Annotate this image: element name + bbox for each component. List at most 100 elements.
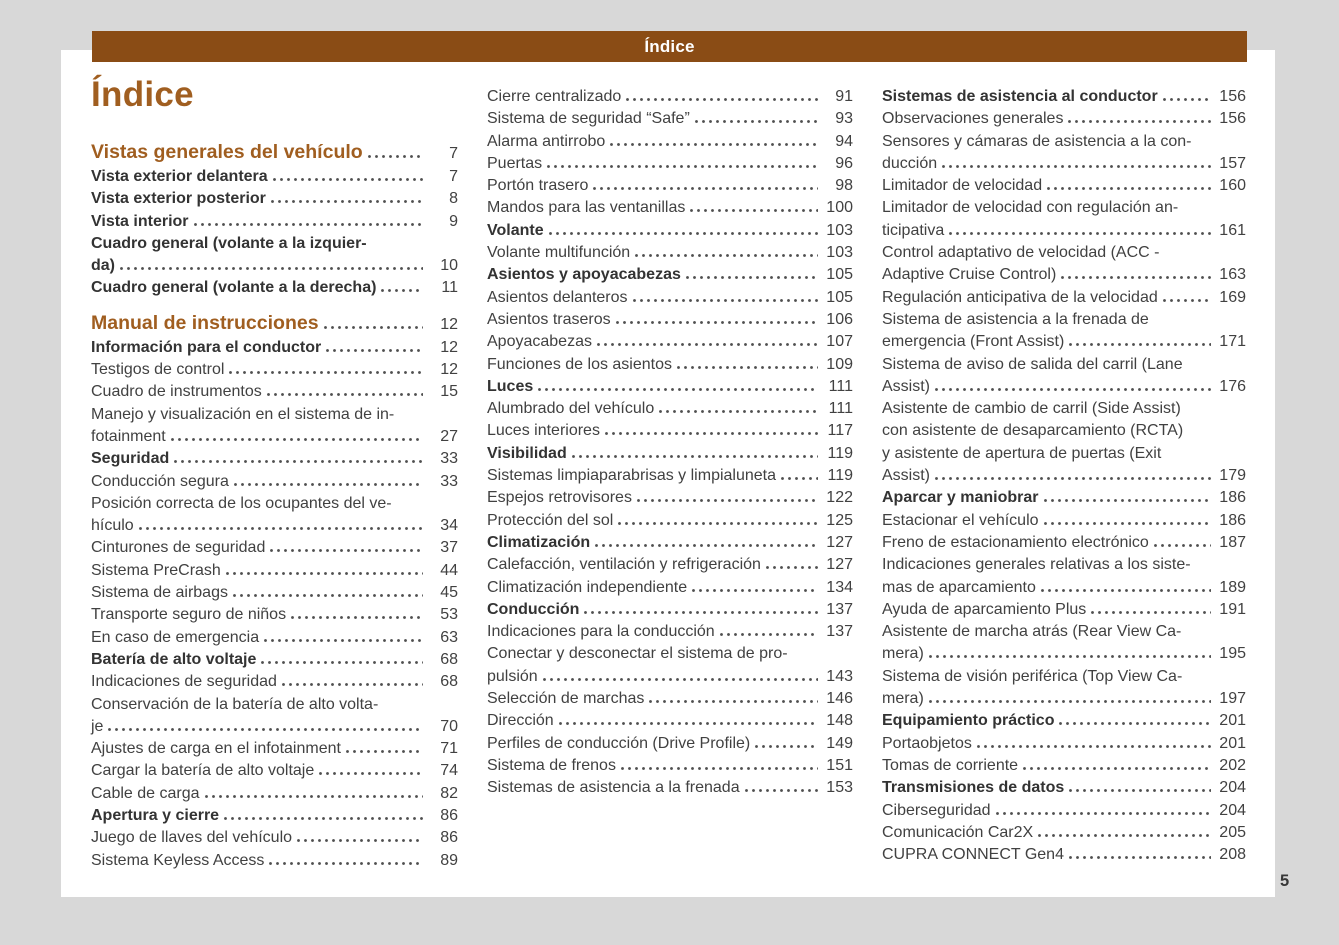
toc-entry-lastline: Freno de estacionamiento electrónico 187 [882, 532, 1246, 554]
toc-entry-label: Ciberseguridad [882, 801, 991, 819]
dot-leader [1061, 276, 1211, 280]
toc-entry-line: Sistema de asistencia a la frenada de [882, 310, 1149, 328]
toc-entry-page-number: 7 [449, 145, 458, 162]
toc-entry-label: mera) [882, 690, 924, 708]
toc-entry-label: Indicaciones para la conducción [487, 623, 715, 641]
toc-entry-page-number: 7 [449, 168, 458, 185]
dot-leader [571, 454, 818, 458]
dot-leader [225, 571, 423, 575]
toc-entry: Posición correcta de los ocupantes del v… [91, 493, 458, 538]
toc-entry-label: Regulación anticipativa de la velocidad [882, 288, 1158, 306]
toc-entry-page-number: 70 [440, 717, 458, 735]
toc-entry-lastline: Cable de carga 82 [91, 783, 458, 805]
toc-entry-lastline: Asientos delanteros 105 [487, 287, 853, 309]
toc-entry-page-number: 10 [440, 257, 458, 275]
toc-entry-lastline: Asientos y apoyacabezas 105 [487, 264, 853, 286]
toc-entry-page-number: 11 [441, 279, 458, 297]
toc-entry: Cierre centralizado 91 [487, 86, 853, 108]
toc-entry: Perfiles de conducción (Drive Profile) 14… [487, 733, 853, 755]
toc-entry-page-number: 143 [826, 667, 853, 685]
dot-leader [1162, 298, 1211, 302]
toc-entry: Observaciones generales 156 [882, 108, 1246, 130]
toc-entry-lastline: Cuadro general (volante a la derecha) 11 [91, 277, 458, 299]
toc-entry-lastline: Seguridad 33 [91, 448, 458, 470]
toc-entry-page-number: 187 [1219, 533, 1246, 551]
toc-entry-page-number: 12 [440, 315, 458, 333]
toc-entry-label: Vista interior [91, 212, 189, 230]
dot-leader [610, 142, 818, 146]
toc-entry: Comunicación Car2X 205 [882, 822, 1246, 844]
toc-entry: Sistema de airbags 45 [91, 582, 458, 604]
dot-leader [272, 178, 423, 181]
toc-entry-lastline: Mandos para las ventanillas 100 [487, 197, 853, 219]
toc-entry-page-number: 186 [1219, 511, 1246, 529]
toc-entry-label: pulsión [487, 667, 538, 685]
toc-entry-page-number: 176 [1219, 377, 1246, 395]
toc-entry-lastline: Indicaciones de seguridad 68 [91, 671, 458, 693]
toc-entry-page-number: 44 [440, 561, 458, 579]
toc-entry-page-number: 201 [1219, 712, 1246, 730]
toc-entry-label: Cierre centralizado [487, 88, 622, 105]
toc-entry-lastline: emergencia (Front Assist) 171 [882, 331, 1246, 353]
toc-entry-lastline: Transporte seguro de niños 53 [91, 604, 458, 626]
toc-section-heading: Manual de instrucciones 12 [91, 311, 458, 337]
toc-entry: Transmisiones de datos 204 [882, 777, 1246, 799]
toc-entry-lastline: Alarma antirrobo 94 [487, 131, 853, 153]
dot-leader [538, 387, 818, 391]
toc-entry-label: Ayuda de aparcamiento Plus [882, 600, 1087, 618]
toc-entry-page-number: 103 [826, 244, 853, 262]
toc-entry-label: Portón trasero [487, 177, 589, 195]
toc-entry: Conectar y desconectar el sistema de pro… [487, 643, 853, 688]
toc-entry-lastline: Luces interiores 117 [487, 420, 853, 442]
toc-entry-lastline: Equipamiento práctico 201 [882, 710, 1246, 732]
toc-entry-label: Puertas [487, 154, 543, 172]
toc-entry-label: Testigos de control [91, 361, 225, 379]
toc-entry-label: Espejos retrovisores [487, 489, 632, 507]
toc-entry: Cuadro de instrumentos 15 [91, 381, 458, 403]
toc-entry-label: CUPRA CONNECT Gen4 [882, 846, 1064, 864]
toc-entry-line: Asistente de cambio de carril (Side Assi… [882, 400, 1181, 418]
toc-entry-line: Sistema de aviso de salida del carril (L… [882, 355, 1183, 373]
toc-entry-label: Assist) [882, 467, 930, 485]
toc-entry-page-number: 157 [1219, 154, 1246, 172]
dot-leader [995, 811, 1211, 815]
toc-entry: Cable de carga 82 [91, 783, 458, 805]
dot-leader [269, 861, 423, 865]
toc-entry-lastline: Adaptive Cruise Control) 163 [882, 264, 1246, 286]
toc-entry: Sistemas de asistencia al conductor 156 [882, 86, 1246, 108]
dot-leader [677, 365, 818, 369]
toc-entry-label: Cinturones de seguridad [91, 539, 266, 557]
chapter-header-bar: Índice [92, 31, 1247, 62]
toc-entry-lastline: Testigos de control 12 [91, 359, 458, 381]
toc-entry: Asistente de marcha atrás (Rear View Ca-… [882, 621, 1246, 666]
toc-entry-label: Cuadro de instrumentos [91, 383, 262, 401]
toc-entry-lastline: Espejos retrovisores 122 [487, 487, 853, 509]
toc-entry-lastline: Batería de alto voltaje 68 [91, 649, 458, 671]
toc-entry-page-number: 146 [826, 690, 853, 708]
dot-leader [755, 744, 818, 748]
toc-entry-label: Sistema de airbags [91, 584, 228, 602]
toc-entry-label: Luces interiores [487, 422, 600, 440]
toc-entry-line: Manejo y visualización en el sistema de … [91, 405, 395, 423]
toc-entry-page-number: 169 [1219, 288, 1246, 306]
toc-entry: Protección del sol 125 [487, 510, 853, 532]
toc-entry-page-number: 189 [1219, 578, 1246, 596]
toc-entry-label: Comunicación Car2X [882, 823, 1034, 841]
toc-entry-lastline: Assist) 176 [882, 376, 1246, 398]
dot-leader [108, 727, 423, 731]
toc-entry-line: Control adaptativo de velocidad (ACC - [882, 244, 1160, 262]
dot-leader [765, 566, 818, 570]
toc-entry-lastline: Apoyacabezas 107 [487, 331, 853, 353]
dot-leader [345, 750, 423, 754]
toc-entry-page-number: 202 [1219, 756, 1246, 774]
toc-entry-lastline: Puertas 96 [487, 153, 853, 175]
dot-leader [596, 343, 818, 347]
dot-leader [976, 744, 1211, 748]
toc-entry: Alarma antirrobo 94 [487, 131, 853, 153]
toc-entry-page-number: 186 [1219, 489, 1246, 507]
dot-leader [138, 527, 423, 531]
dot-leader [604, 432, 818, 436]
toc-entry-line: Sensores y cámaras de asistencia a la co… [882, 132, 1192, 150]
toc-entry-lastline: Ciberseguridad 204 [882, 800, 1246, 822]
dot-leader [326, 348, 423, 352]
